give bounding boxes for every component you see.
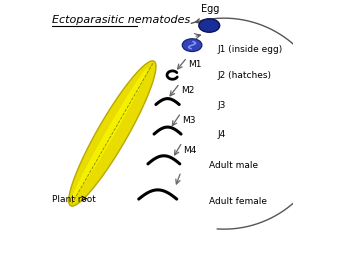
Text: M1: M1: [188, 60, 202, 69]
Text: M3: M3: [182, 116, 195, 124]
Ellipse shape: [182, 40, 202, 52]
Text: J4: J4: [218, 130, 226, 138]
Ellipse shape: [199, 20, 220, 33]
Text: M4: M4: [183, 145, 197, 154]
Text: Adult female: Adult female: [209, 197, 267, 206]
Polygon shape: [72, 68, 148, 200]
Text: J1 (inside egg): J1 (inside egg): [218, 45, 283, 54]
Polygon shape: [69, 62, 156, 206]
Text: Plant root: Plant root: [52, 194, 96, 203]
Text: J3: J3: [218, 100, 226, 109]
Text: Ectoparasitic nematodes: Ectoparasitic nematodes: [52, 15, 190, 25]
Text: J2 (hatches): J2 (hatches): [218, 71, 272, 80]
Text: Adult male: Adult male: [209, 160, 258, 169]
Text: Egg: Egg: [201, 4, 220, 14]
Text: M2: M2: [181, 86, 194, 95]
